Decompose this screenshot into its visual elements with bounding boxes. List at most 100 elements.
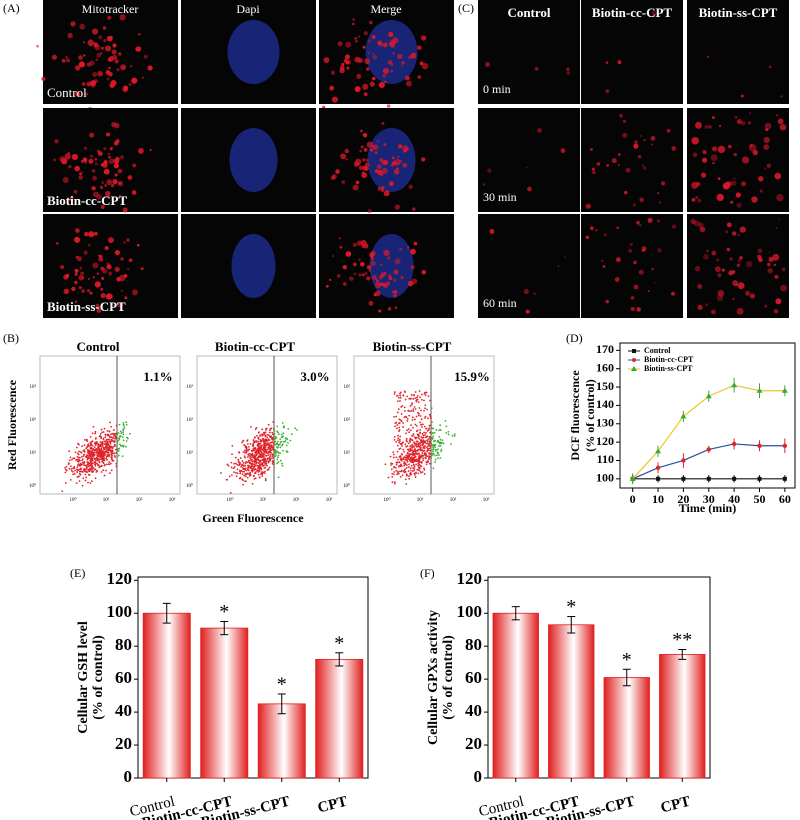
legend-label: Control <box>644 346 671 355</box>
event-dot <box>110 469 113 472</box>
event-dot <box>413 465 416 468</box>
mito-spot <box>410 265 415 270</box>
event-dot <box>399 447 402 450</box>
mito-spot <box>352 242 357 247</box>
mito-spot <box>421 157 426 162</box>
ros-spot <box>695 121 702 129</box>
mito-spot <box>123 241 126 244</box>
event-dot <box>267 439 269 442</box>
legend-label: Biotin-ss-CPT <box>644 364 693 373</box>
event-dot <box>78 480 81 483</box>
x-tick-label: CPT <box>659 794 692 817</box>
event-dot <box>404 471 406 473</box>
event-dot <box>428 427 431 430</box>
significance: * <box>334 632 344 654</box>
event-dot <box>98 461 101 464</box>
event-dot <box>75 458 77 461</box>
event-dot <box>410 464 413 467</box>
mito-spot <box>80 271 85 276</box>
ros-spot <box>482 183 485 186</box>
mito-spot <box>74 300 78 303</box>
event-dot <box>251 452 254 455</box>
mito-spot <box>100 52 103 55</box>
event-dot <box>90 468 93 471</box>
event-dot <box>412 408 415 411</box>
ros-spot <box>622 132 628 138</box>
event-dot <box>78 450 80 453</box>
event-dot <box>426 408 428 411</box>
event-dot <box>87 451 90 454</box>
micro-image <box>319 108 454 214</box>
event-dot <box>65 465 68 468</box>
ros-spot <box>616 257 621 263</box>
event-dot <box>121 455 124 457</box>
mito-spot <box>341 180 346 184</box>
event-dot <box>263 472 266 474</box>
y-axis-label: (% of control) <box>441 635 456 720</box>
event-dot <box>88 470 91 473</box>
mito-spot <box>135 46 142 52</box>
ros-spot <box>710 154 718 162</box>
event-dot <box>119 430 122 433</box>
ros-spot <box>585 235 589 240</box>
marker <box>680 413 687 419</box>
event-dot <box>395 466 397 469</box>
event-dot <box>112 436 115 439</box>
event-dot <box>245 448 248 451</box>
event-dot <box>408 463 410 466</box>
mito-spot <box>86 289 91 293</box>
log-tick-label: 10³ <box>344 384 351 390</box>
event-dot <box>245 461 247 463</box>
marker <box>732 476 737 481</box>
event-dot <box>257 440 259 443</box>
mito-spot <box>362 132 368 138</box>
event-dot <box>430 420 433 423</box>
mito-spot <box>360 145 364 149</box>
mito-spot <box>83 146 87 150</box>
event-dot <box>408 397 411 400</box>
image-background <box>581 108 683 212</box>
mito-spot <box>383 80 387 84</box>
mito-spot <box>394 204 401 210</box>
ros-spot <box>702 150 707 155</box>
mito-spot <box>387 59 392 65</box>
event-dot <box>268 431 271 434</box>
event-dot <box>65 468 67 471</box>
mito-spot <box>94 282 101 288</box>
ros-spot <box>703 254 709 260</box>
event-dot <box>264 479 267 482</box>
ros-spot <box>566 71 571 75</box>
event-dot <box>396 424 399 426</box>
event-dot <box>85 468 87 471</box>
mito-spot <box>86 81 92 87</box>
log-tick-label: 10² <box>450 497 457 503</box>
event-dot <box>391 475 394 478</box>
mito-spot <box>78 274 84 281</box>
event-dot <box>413 460 415 462</box>
event-dot <box>403 450 406 453</box>
ros-spot <box>671 291 675 296</box>
mito-spot <box>94 162 98 166</box>
mito-spot <box>340 153 347 160</box>
event-dot <box>404 398 407 401</box>
event-dot <box>253 474 255 477</box>
event-dot <box>404 456 407 459</box>
mito-spot <box>343 282 347 286</box>
event-dot <box>395 469 398 472</box>
event-dot <box>257 436 260 439</box>
ros-spot <box>737 258 741 263</box>
event-dot <box>117 454 120 457</box>
event-dot <box>85 470 88 473</box>
event-dot <box>81 461 84 464</box>
event-dot <box>413 472 416 475</box>
log-tick-label: 10⁰ <box>226 497 233 503</box>
event-dot <box>271 453 273 455</box>
event-dot <box>110 456 113 459</box>
mito-spot <box>98 35 103 40</box>
event-dot <box>398 418 401 421</box>
mito-spot <box>98 254 101 257</box>
event-dot <box>281 464 284 467</box>
mito-spot <box>380 272 386 278</box>
mito-spot <box>118 194 122 197</box>
event-dot <box>257 456 260 459</box>
